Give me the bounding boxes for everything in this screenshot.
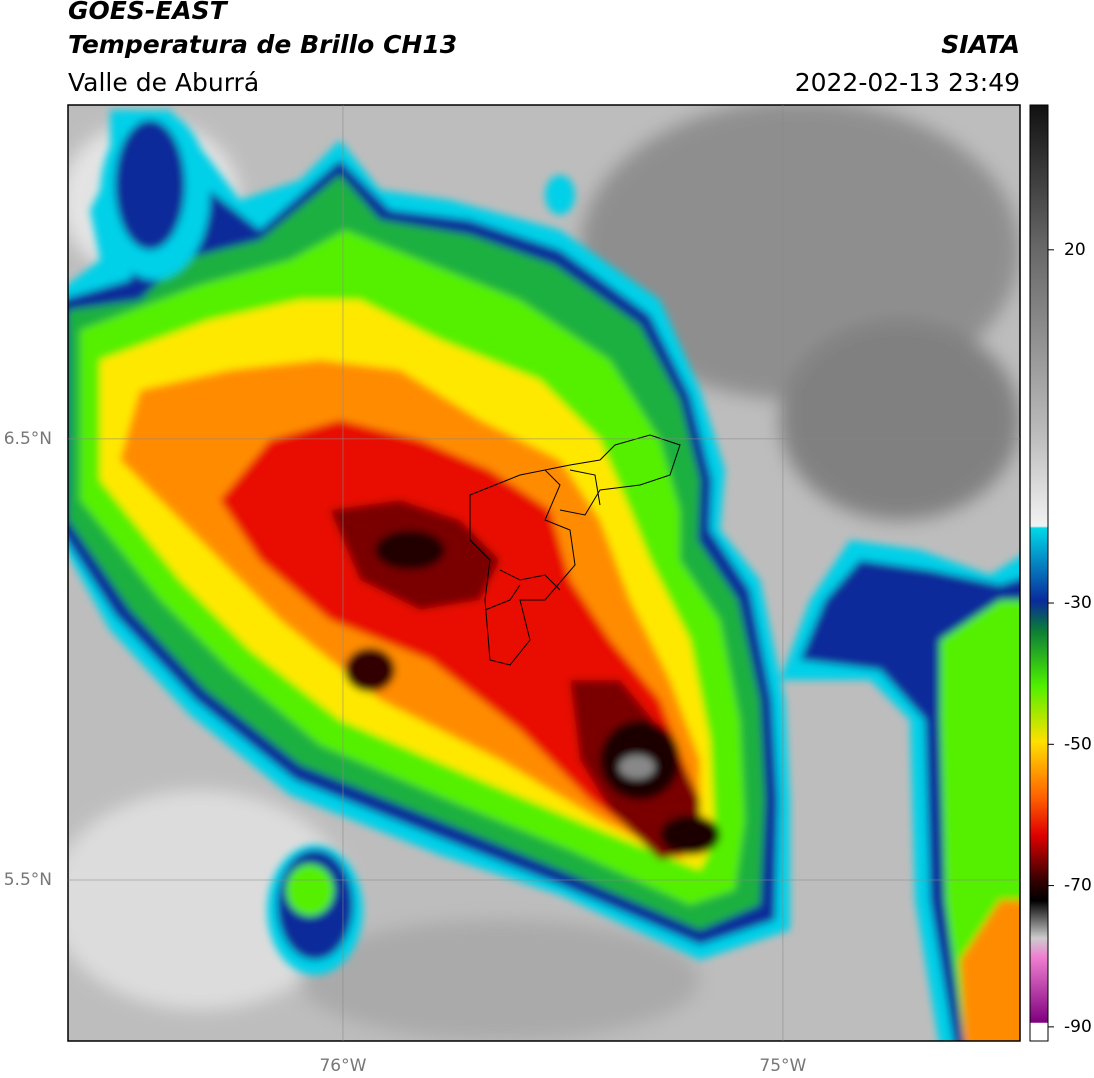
y-tick-label: 5.5°N bbox=[4, 870, 52, 890]
municipality-boundaries bbox=[469, 434, 681, 666]
source-label: SIATA bbox=[941, 30, 1020, 59]
x-tick-label: 75°W bbox=[759, 1056, 806, 1076]
map-frame bbox=[67, 104, 1021, 1042]
colorbar bbox=[1029, 104, 1049, 1042]
colorbar-tick-label: -50 bbox=[1064, 734, 1092, 754]
product-title: Temperatura de Brillo CH13 bbox=[68, 30, 457, 59]
colorbar-tick-label: -30 bbox=[1064, 593, 1092, 613]
satellite-title: GOES-EAST bbox=[68, 0, 229, 25]
satellite-image bbox=[68, 105, 1020, 1041]
y-tick-label: 6.5°N bbox=[4, 429, 52, 449]
datetime-label: 2022-02-13 23:49 bbox=[795, 68, 1020, 97]
colorbar-tick-label: -70 bbox=[1064, 876, 1092, 896]
colorbar-tick-label: -90 bbox=[1064, 1017, 1092, 1037]
colorbar-tick-label: 20 bbox=[1064, 240, 1086, 260]
x-tick-label: 76°W bbox=[319, 1056, 366, 1076]
region-label: Valle de Aburrá bbox=[68, 68, 259, 97]
